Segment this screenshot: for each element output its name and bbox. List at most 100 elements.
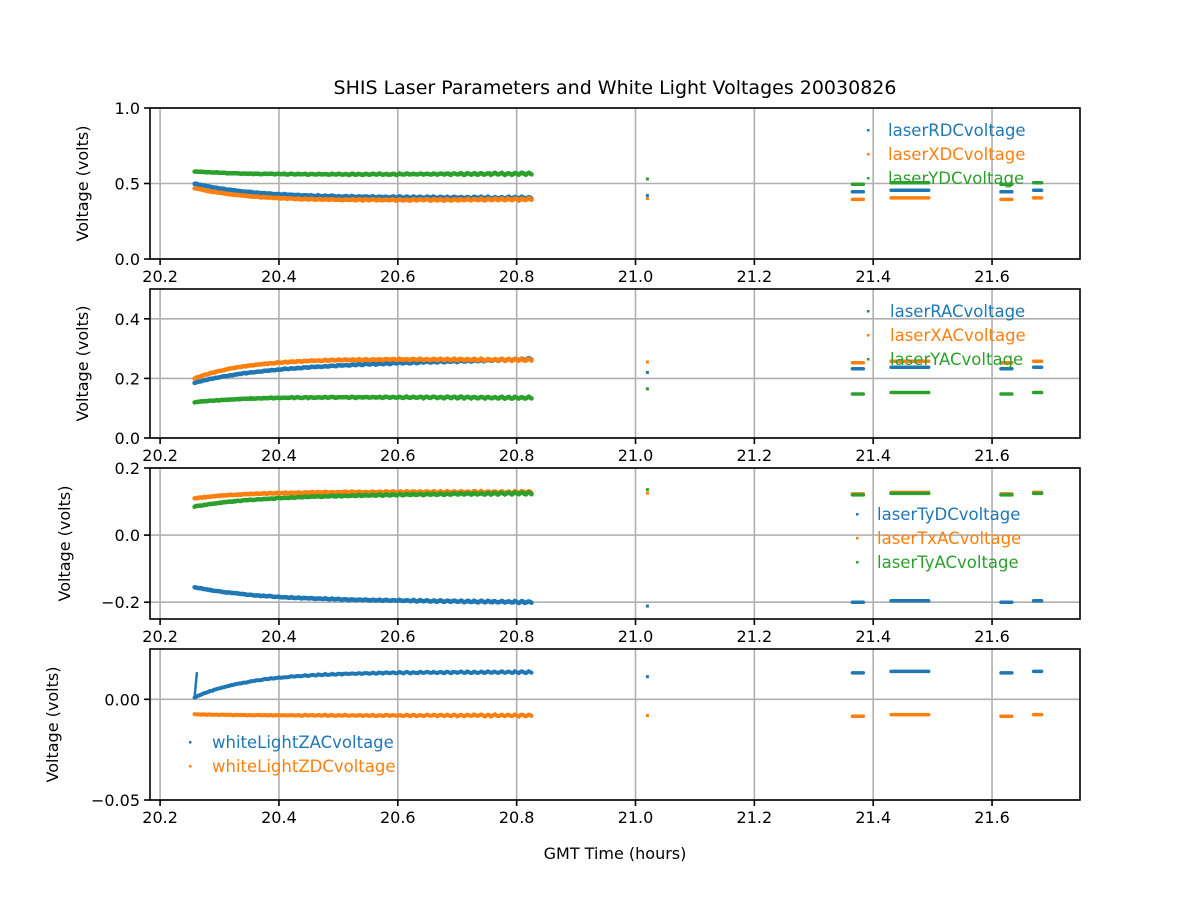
- series-laserYACvoltage: [192, 387, 1044, 405]
- legend: whiteLightZACvoltage whiteLightZDCvoltage: [189, 733, 396, 776]
- x-tick-label: 20.8: [499, 267, 535, 286]
- y-axis-label: Voltage (volts): [55, 486, 74, 602]
- data-point: [645, 194, 649, 198]
- axes-frame: [149, 648, 1081, 801]
- series-trace: [192, 181, 534, 202]
- data-points: [192, 355, 1044, 405]
- y-tick-label: 0.0: [115, 526, 140, 545]
- x-tick-label: 20.2: [142, 627, 178, 646]
- y-tick-label: 0.0: [115, 250, 140, 269]
- legend-entry: laserXACvoltage: [890, 326, 1026, 345]
- x-tick-label: 20.2: [142, 808, 178, 827]
- data-points: [192, 169, 1044, 204]
- axes-frame: [149, 288, 1081, 439]
- legend-marker: [856, 513, 859, 516]
- x-tick-label: 21.6: [974, 446, 1010, 465]
- legend-marker: [867, 153, 870, 156]
- series-trace: [193, 672, 199, 698]
- panel-2: 20.2 20.4 20.6 20.8 21.0 21.2 21.4 21.6 0.0 0.2 0.…: [73, 288, 1081, 465]
- y-tick-label: −0.05: [91, 791, 140, 810]
- series-whiteLightZDCvoltage: [192, 712, 1044, 719]
- x-tick-label: 20.8: [499, 446, 535, 465]
- data-points: [192, 668, 1044, 719]
- series-laserYDCvoltage: [192, 169, 1044, 187]
- y-tick-label: 0.00: [104, 690, 140, 709]
- y-tick-label: 0.2: [115, 369, 140, 388]
- x-tick-label: 20.6: [380, 627, 416, 646]
- series-whiteLightZACvoltage: [192, 668, 1044, 700]
- x-tick-label: 20.8: [499, 627, 535, 646]
- chart-title: SHIS Laser Parameters and White Light Vo…: [334, 77, 897, 99]
- legend-marker: [189, 741, 192, 744]
- legend-marker: [856, 537, 859, 540]
- x-tick-label: 20.6: [380, 808, 416, 827]
- x-tick-label: 20.4: [261, 446, 297, 465]
- series-trace: [192, 712, 534, 719]
- panel-1: 20.2 20.4 20.6 20.8 21.0 21.2 21.4 21.6 0.0 0.5 1.…: [73, 99, 1081, 286]
- x-tick-label: 21.2: [737, 267, 773, 286]
- y-tick-label: 0.4: [115, 310, 140, 329]
- series-trace: [192, 186, 534, 204]
- legend-marker: [867, 358, 870, 361]
- legend-marker: [867, 334, 870, 337]
- legend-entry: whiteLightZACvoltage: [212, 733, 394, 752]
- x-axis-label: GMT Time (hours): [544, 844, 687, 863]
- x-tick-label: 21.0: [618, 808, 654, 827]
- data-point: [645, 197, 649, 201]
- x-tick-label: 21.2: [737, 627, 773, 646]
- series-trace: [192, 394, 534, 405]
- legend-entry: whiteLightZDCvoltage: [212, 757, 396, 776]
- legend-marker: [867, 129, 870, 132]
- legend-entry: laserRDCvoltage: [888, 121, 1026, 140]
- series-trace: [192, 489, 534, 510]
- series-laserXDCvoltage: [192, 186, 1044, 204]
- legend-marker: [189, 765, 192, 768]
- panel-3: 20.2 20.4 20.6 20.8 21.0 21.2 21.4 21.6 −0.2 0.0 0…: [55, 459, 1081, 646]
- series-trace: [192, 585, 534, 606]
- x-tick-label: 20.4: [261, 808, 297, 827]
- legend: laserRACvoltage laserXACvoltage laserYACvo…: [867, 302, 1026, 369]
- legend-entry: laserYDCvoltage: [888, 169, 1024, 188]
- series-trace: [192, 169, 534, 178]
- x-tick-label: 21.2: [737, 446, 773, 465]
- y-tick-label: −0.2: [101, 593, 140, 612]
- x-tick-label: 21.6: [974, 267, 1010, 286]
- y-tick-label: 1.0: [115, 99, 140, 118]
- legend-entry: laserTxACvoltage: [877, 529, 1021, 548]
- legend-marker: [867, 177, 870, 180]
- legend-entry: laserXDCvoltage: [888, 145, 1025, 164]
- x-tick-label: 20.4: [261, 627, 297, 646]
- x-tick-label: 21.4: [855, 267, 891, 286]
- panel-4: 20.2 20.4 20.6 20.8 21.0 21.2 21.4 21.6 −0.05 0.0…: [43, 648, 1081, 863]
- x-tick-label: 20.4: [261, 267, 297, 286]
- y-axis-label: Voltage (volts): [43, 667, 62, 783]
- legend: laserRDCvoltage laserXDCvoltage laserYDCvo…: [867, 121, 1026, 188]
- y-axis-label: Voltage (volts): [73, 126, 92, 242]
- legend: laserTyDCvoltage laserTxACvoltage laserTyA…: [856, 505, 1021, 572]
- x-tick-label: 21.4: [855, 627, 891, 646]
- axes-frame: [149, 467, 1081, 620]
- y-tick-label: 0.2: [115, 459, 140, 478]
- x-tick-label: 21.4: [855, 808, 891, 827]
- y-axis-label: Voltage (volts): [73, 306, 92, 422]
- series-trace: [192, 356, 534, 381]
- series-laserXACvoltage: [192, 356, 1044, 381]
- data-point: [645, 488, 649, 492]
- x-tick-label: 21.4: [855, 446, 891, 465]
- x-tick-label: 21.0: [618, 627, 654, 646]
- data-point: [645, 604, 649, 608]
- legend-marker: [867, 310, 870, 313]
- x-tick-label: 20.6: [380, 446, 416, 465]
- data-point: [645, 675, 649, 679]
- x-tick-label: 20.2: [142, 267, 178, 286]
- y-tick-label: 0.0: [115, 429, 140, 448]
- data-point: [645, 713, 649, 717]
- x-tick-label: 21.6: [974, 627, 1010, 646]
- x-tick-label: 21.0: [618, 446, 654, 465]
- series-laserRDCvoltage: [192, 181, 1044, 202]
- x-tick-label: 20.2: [142, 446, 178, 465]
- data-point: [645, 360, 649, 364]
- series-trace: [192, 668, 534, 700]
- data-point: [645, 177, 649, 181]
- legend-entry: laserYACvoltage: [890, 350, 1023, 369]
